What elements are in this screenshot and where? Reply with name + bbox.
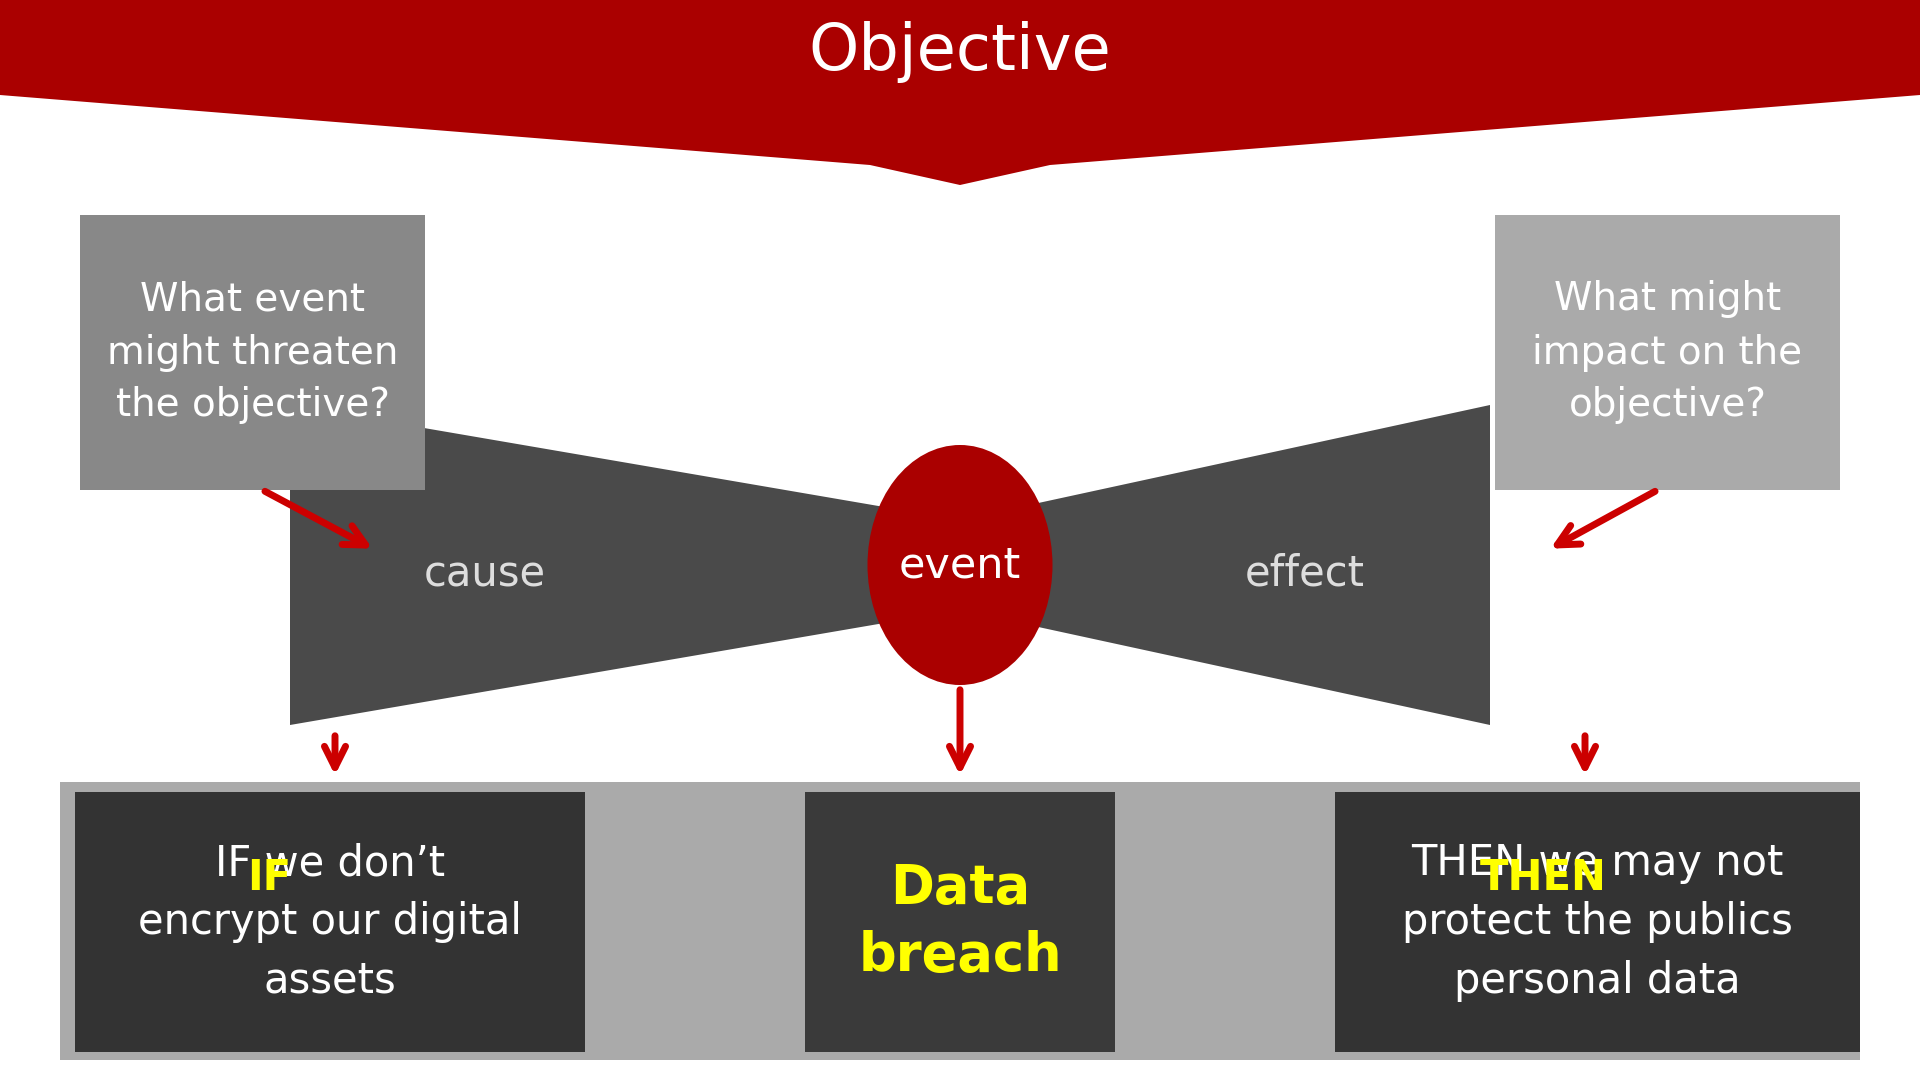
Text: THEN we may not
protect the publics
personal data: THEN we may not protect the publics pers…: [1402, 842, 1793, 1001]
Text: event: event: [899, 544, 1021, 586]
FancyBboxPatch shape: [81, 215, 424, 490]
FancyBboxPatch shape: [804, 792, 1116, 1052]
Text: Objective: Objective: [808, 21, 1112, 83]
Text: Data
breach: Data breach: [858, 862, 1062, 982]
Text: What event
might threaten
the objective?: What event might threaten the objective?: [108, 281, 397, 424]
Text: IF: IF: [248, 858, 292, 899]
Polygon shape: [290, 405, 960, 725]
Polygon shape: [960, 405, 1490, 725]
Text: What might
impact on the
objective?: What might impact on the objective?: [1532, 281, 1803, 424]
Text: cause: cause: [424, 552, 545, 594]
Ellipse shape: [868, 445, 1052, 685]
Text: effect: effect: [1244, 552, 1365, 594]
FancyBboxPatch shape: [1334, 792, 1860, 1052]
FancyBboxPatch shape: [75, 792, 586, 1052]
Text: THEN: THEN: [1480, 858, 1607, 899]
FancyBboxPatch shape: [60, 782, 1860, 1059]
Polygon shape: [0, 0, 1920, 185]
FancyBboxPatch shape: [1496, 215, 1839, 490]
Text: IF we don’t
encrypt our digital
assets: IF we don’t encrypt our digital assets: [138, 842, 522, 1001]
